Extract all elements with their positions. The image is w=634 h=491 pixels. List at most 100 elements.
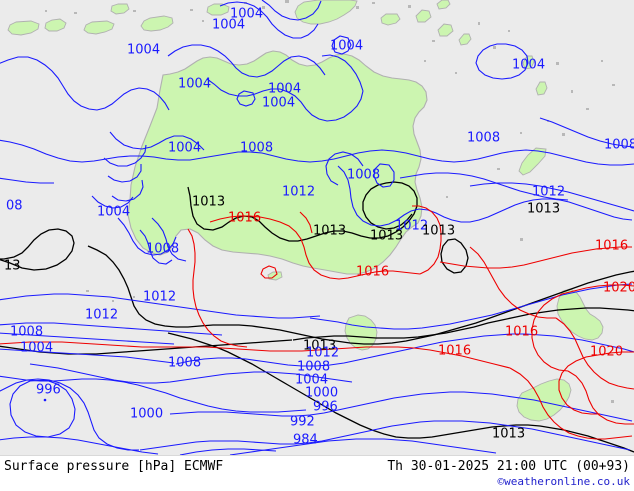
solomon-island-2 <box>437 23 454 37</box>
isobar-1004-mid-band <box>29 363 353 384</box>
solomon-island-1 <box>415 9 432 23</box>
isobar-1008-closed-qld <box>373 163 395 188</box>
isobar-1012-east-band <box>309 283 633 330</box>
isobar-label: 1008 <box>240 141 273 156</box>
isobar-label: 1004 <box>268 82 301 97</box>
isobar-1004-timor-sea <box>0 56 170 111</box>
timor-island <box>140 15 174 32</box>
isobar-1020-nz-b <box>567 370 634 425</box>
chart-title: Surface pressure [hPa] ECMWF <box>4 459 224 474</box>
isobar-1020-nz-a <box>531 284 634 372</box>
flores-island <box>83 20 115 35</box>
isobar-label: 1013 <box>313 224 346 239</box>
isobar-label: 1004 <box>127 43 160 58</box>
isobar-1008-coral-sea <box>399 172 569 201</box>
isobar-label: 1012 <box>532 185 565 200</box>
isobar-label: 1004 <box>262 96 295 111</box>
map-canvas[interactable]: 1004 1004 1004 1004 1004 1004 1004 1004 1004 1008… <box>0 0 634 455</box>
isobar-label: 984 <box>293 433 318 448</box>
isobar-blue-layer <box>0 0 634 455</box>
sumba-island <box>7 20 40 36</box>
isobar-1004-cape-york <box>321 54 364 92</box>
isobar-1004-wa-inlet <box>91 195 134 209</box>
isobar-1016-se-curve <box>509 367 633 440</box>
isobar-1016-small-closed <box>260 265 278 279</box>
isobar-label: 1004 <box>330 39 363 54</box>
isobar-label: 1000 <box>305 386 338 401</box>
isobar-label: 1012 <box>143 290 176 305</box>
isobar-980-lower <box>179 448 277 455</box>
isobar-label: 1012 <box>306 346 339 361</box>
isobar-label: 1016 <box>228 211 261 226</box>
isobar-label: 1008 <box>347 168 380 183</box>
isobar-1004-wa-lobe <box>103 144 147 167</box>
sulawesi-tip <box>110 3 130 15</box>
isobar-1008-mid-band <box>175 333 634 367</box>
isobar-label: 1004 <box>512 58 545 73</box>
isobar-1008-sw-band <box>0 332 175 345</box>
santa-isabel-island <box>436 0 451 10</box>
isobar-1013-central <box>0 228 75 271</box>
vanuatu-island-2 <box>535 81 548 96</box>
isobar-1016-tasman-b <box>469 246 556 319</box>
isobar-1020-nz-inner <box>558 351 634 415</box>
isobar-1004-nt-interior <box>206 78 364 122</box>
isobar-label: 1013 <box>303 339 336 354</box>
isobar-label: 1008 <box>10 325 43 340</box>
vanuatu-island-1 <box>522 55 535 70</box>
isobar-label: 1004 <box>168 141 201 156</box>
isobar-992-east <box>139 420 631 451</box>
isobar-label: 1004 <box>20 341 53 356</box>
isobar-label: 1016 <box>595 239 628 254</box>
landmass-layer <box>7 0 615 422</box>
isobar-1004-wa-inner <box>107 164 142 183</box>
reef-specks <box>45 0 615 403</box>
isobar-1004-arafura <box>167 44 326 78</box>
ceram-island <box>206 3 230 16</box>
tasmania-landmass <box>344 314 378 351</box>
isobar-1004-solomon-closed <box>475 43 529 80</box>
isobar-1008-qld-inland <box>337 165 633 227</box>
isobar-label: 1004 <box>295 373 328 388</box>
isobar-1008-north-aus <box>0 139 634 166</box>
isobar-1012-right <box>469 182 634 212</box>
isobar-label: 1013 <box>527 202 560 217</box>
isobar-label: 996 <box>36 383 61 398</box>
new-britain-island <box>380 13 401 26</box>
isobar-1008-sa-coast <box>117 217 177 256</box>
isobar-label: 1008 <box>168 356 201 371</box>
isobar-1016-tasman-a <box>439 246 632 269</box>
isobar-label: 1013 <box>492 427 525 442</box>
isobar-label: 1020 <box>603 281 634 296</box>
pressure-centre-markers <box>43 398 47 402</box>
australia-landmass <box>127 50 428 275</box>
isobar-1000-east <box>169 391 633 422</box>
isobar-1016-east-coast <box>412 205 442 275</box>
isobar-label: 1012 <box>395 219 428 234</box>
isobar-label: 1008 <box>604 138 634 153</box>
isobar-1013-nsw-coast <box>362 184 413 230</box>
isobar-label: 1008 <box>146 242 179 257</box>
isobar-label: 1016 <box>505 325 538 340</box>
isobar-label: 1012 <box>85 308 118 323</box>
isobar-label: 08 <box>6 199 23 214</box>
isobar-1016-tasman-c <box>555 317 634 390</box>
new-guinea-landmass <box>294 0 358 25</box>
isobar-1013-tasman-front <box>167 332 634 453</box>
isobar-label: 1016 <box>356 265 389 280</box>
sumbawa-island <box>44 18 67 32</box>
nz-south-island <box>516 378 572 422</box>
isobar-984-band <box>0 436 159 455</box>
isobar-red-layer <box>0 205 634 440</box>
isobar-label: 1013 <box>422 224 455 239</box>
isobar-label: 1004 <box>212 18 245 33</box>
isobar-1004-wa-coast <box>109 131 205 151</box>
isobar-label: 1020 <box>590 345 623 360</box>
isobar-1004-sa-gulf <box>151 217 187 262</box>
isobar-label: 1004 <box>97 205 130 220</box>
isobar-label: 1008 <box>467 131 500 146</box>
isobar-1016-low-band <box>0 341 511 369</box>
